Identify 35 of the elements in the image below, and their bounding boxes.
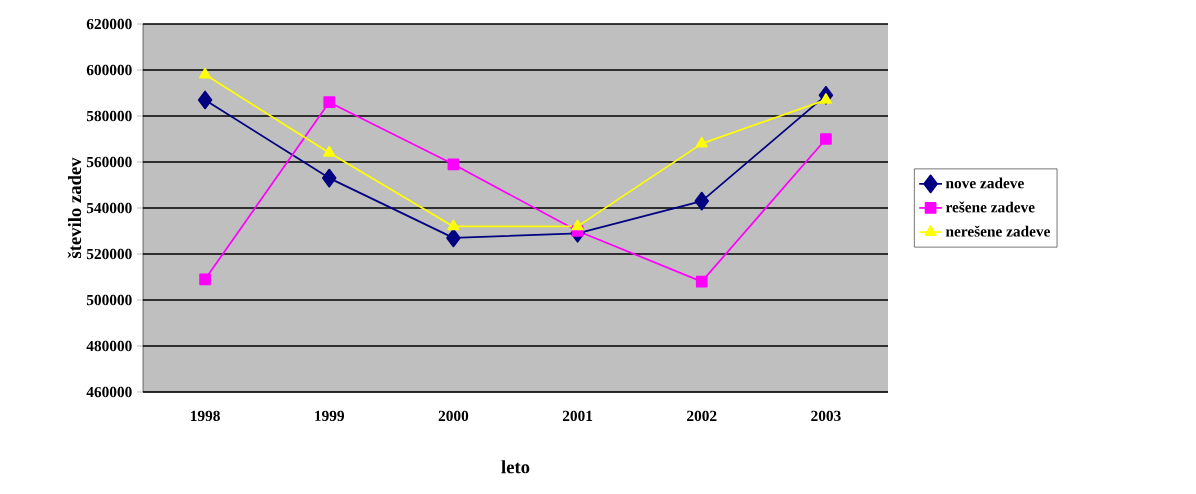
point <box>199 273 211 286</box>
x-tick-label: 2000 <box>438 410 469 422</box>
point <box>322 168 337 188</box>
point <box>820 133 832 145</box>
y-tick-label: 540000 <box>86 202 132 214</box>
y-tick-label: 500000 <box>86 294 132 306</box>
y-tick-label: 600000 <box>86 64 132 76</box>
point <box>695 275 708 288</box>
legend-label: nerešene zadeve <box>945 225 1050 237</box>
y-tick-label: 620000 <box>86 18 132 30</box>
y-tick-label: 520000 <box>86 248 132 260</box>
point <box>571 219 584 231</box>
x-tick-label: 2001 <box>562 410 593 422</box>
point <box>446 228 461 248</box>
point <box>199 67 212 79</box>
x-tick-label: 2002 <box>687 410 717 422</box>
point <box>695 136 708 148</box>
x-tick-label: 2003 <box>811 410 841 422</box>
y-tick-label: 580000 <box>86 110 132 122</box>
point <box>197 90 213 110</box>
y-tick-label: 460000 <box>86 386 132 398</box>
legend-label: rešene zadeve <box>945 201 1035 213</box>
y-tick-label: 480000 <box>86 340 132 352</box>
y-tick-label: 560000 <box>86 156 132 168</box>
x-tick-label: 1998 <box>190 410 220 422</box>
legend-label: nove zadeve <box>945 177 1024 189</box>
point <box>323 145 336 157</box>
y-axis-title: število zadev <box>67 157 82 258</box>
point <box>447 158 460 171</box>
point <box>694 191 709 211</box>
x-axis-title: leto <box>501 460 530 474</box>
point <box>323 96 336 109</box>
x-tick-label: 1999 <box>315 410 345 422</box>
point <box>447 219 460 231</box>
point <box>819 93 832 104</box>
